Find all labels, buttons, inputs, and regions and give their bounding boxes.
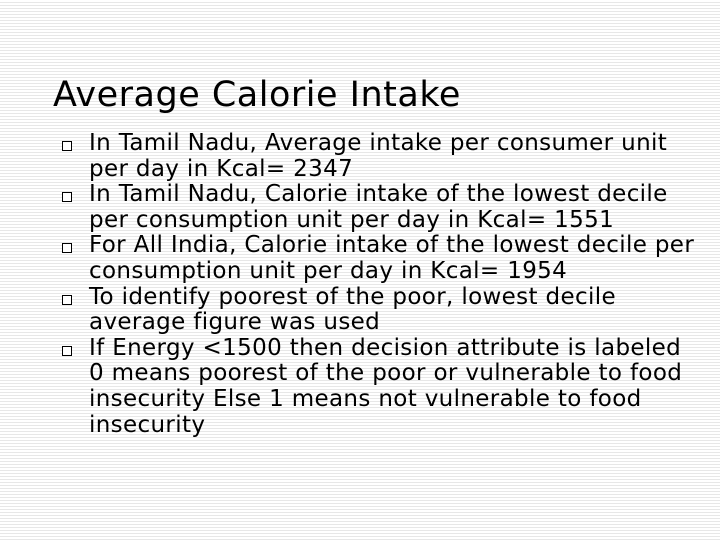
hollow-square-bullet-icon [62, 345, 72, 356]
hollow-square-bullet-icon [62, 141, 72, 151]
bullet-item: For All India, Calorie intake of the low… [62, 233, 702, 284]
bullet-text: In Tamil Nadu, Calorie intake of the low… [89, 181, 668, 233]
slide-title: Average Calorie Intake [53, 75, 461, 115]
bullet-text: In Tamil Nadu, Average intake per consum… [89, 130, 668, 182]
bullet-item: If Energy <1500 then decision attribute … [62, 334, 702, 438]
bullet-item: In Tamil Nadu, Calorie intake of the low… [62, 181, 702, 233]
bullet-text: If Energy <1500 then decision attribute … [89, 334, 683, 438]
bullet-list: In Tamil Nadu, Average intake per consum… [62, 130, 702, 438]
hollow-square-bullet-icon [62, 294, 72, 305]
bullet-item: In Tamil Nadu, Average intake per consum… [62, 130, 702, 182]
bullet-text: For All India, Calorie intake of the low… [89, 232, 695, 284]
bullet-text: To identify poorest of the poor, lowest … [89, 283, 616, 336]
hollow-square-bullet-icon [62, 243, 72, 254]
hollow-square-bullet-icon [62, 192, 72, 203]
bullet-item: To identify poorest of the poor, lowest … [62, 283, 702, 336]
